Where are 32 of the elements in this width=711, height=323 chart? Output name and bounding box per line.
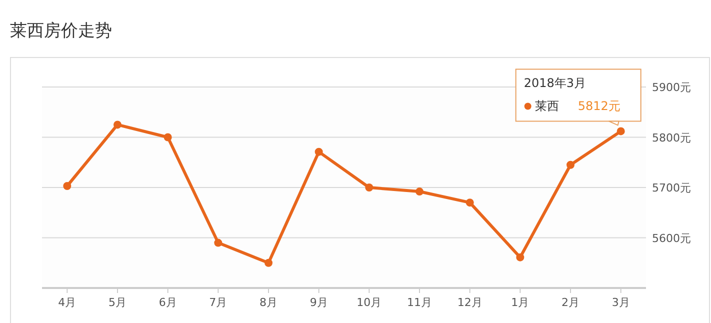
- x-tick-label: 12月: [457, 296, 482, 309]
- x-tick-label: 4月: [58, 296, 76, 309]
- annotation: 2018年3月: [524, 76, 586, 90]
- legend-label: 莱西: [534, 99, 559, 114]
- x-tick-label: 2月: [562, 296, 580, 309]
- y-tick-label: 5700元: [652, 182, 691, 194]
- chart-title: 莱西房价走势: [10, 21, 112, 41]
- x-tick-label: 7月: [209, 296, 228, 309]
- point: [63, 182, 72, 190]
- point: [466, 198, 474, 207]
- y-tick-label: 5600元: [652, 232, 691, 245]
- y-tick-label: 5800元: [652, 131, 691, 144]
- point: [516, 253, 524, 262]
- x-tick-label: 9月: [310, 296, 328, 309]
- point: [214, 238, 222, 247]
- x-tick-label: 10月: [356, 296, 382, 309]
- point: [365, 184, 374, 192]
- y-tick-label: 5900元: [652, 81, 691, 94]
- x-tick-label: 11月: [407, 296, 432, 309]
- point: [264, 258, 272, 267]
- point: [616, 127, 625, 136]
- point: [314, 148, 323, 156]
- x-tick-label: 6月: [158, 296, 177, 309]
- point: [416, 188, 424, 196]
- x-tick-label: 1月: [511, 296, 530, 309]
- point: [164, 133, 172, 142]
- data-label: 5812元: [578, 99, 620, 114]
- x-tick-label: 5月: [108, 296, 126, 309]
- point: [566, 160, 574, 169]
- point: [114, 120, 122, 129]
- x-tick-label: 3月: [612, 296, 630, 309]
- x-tick-label: 8月: [260, 296, 278, 309]
